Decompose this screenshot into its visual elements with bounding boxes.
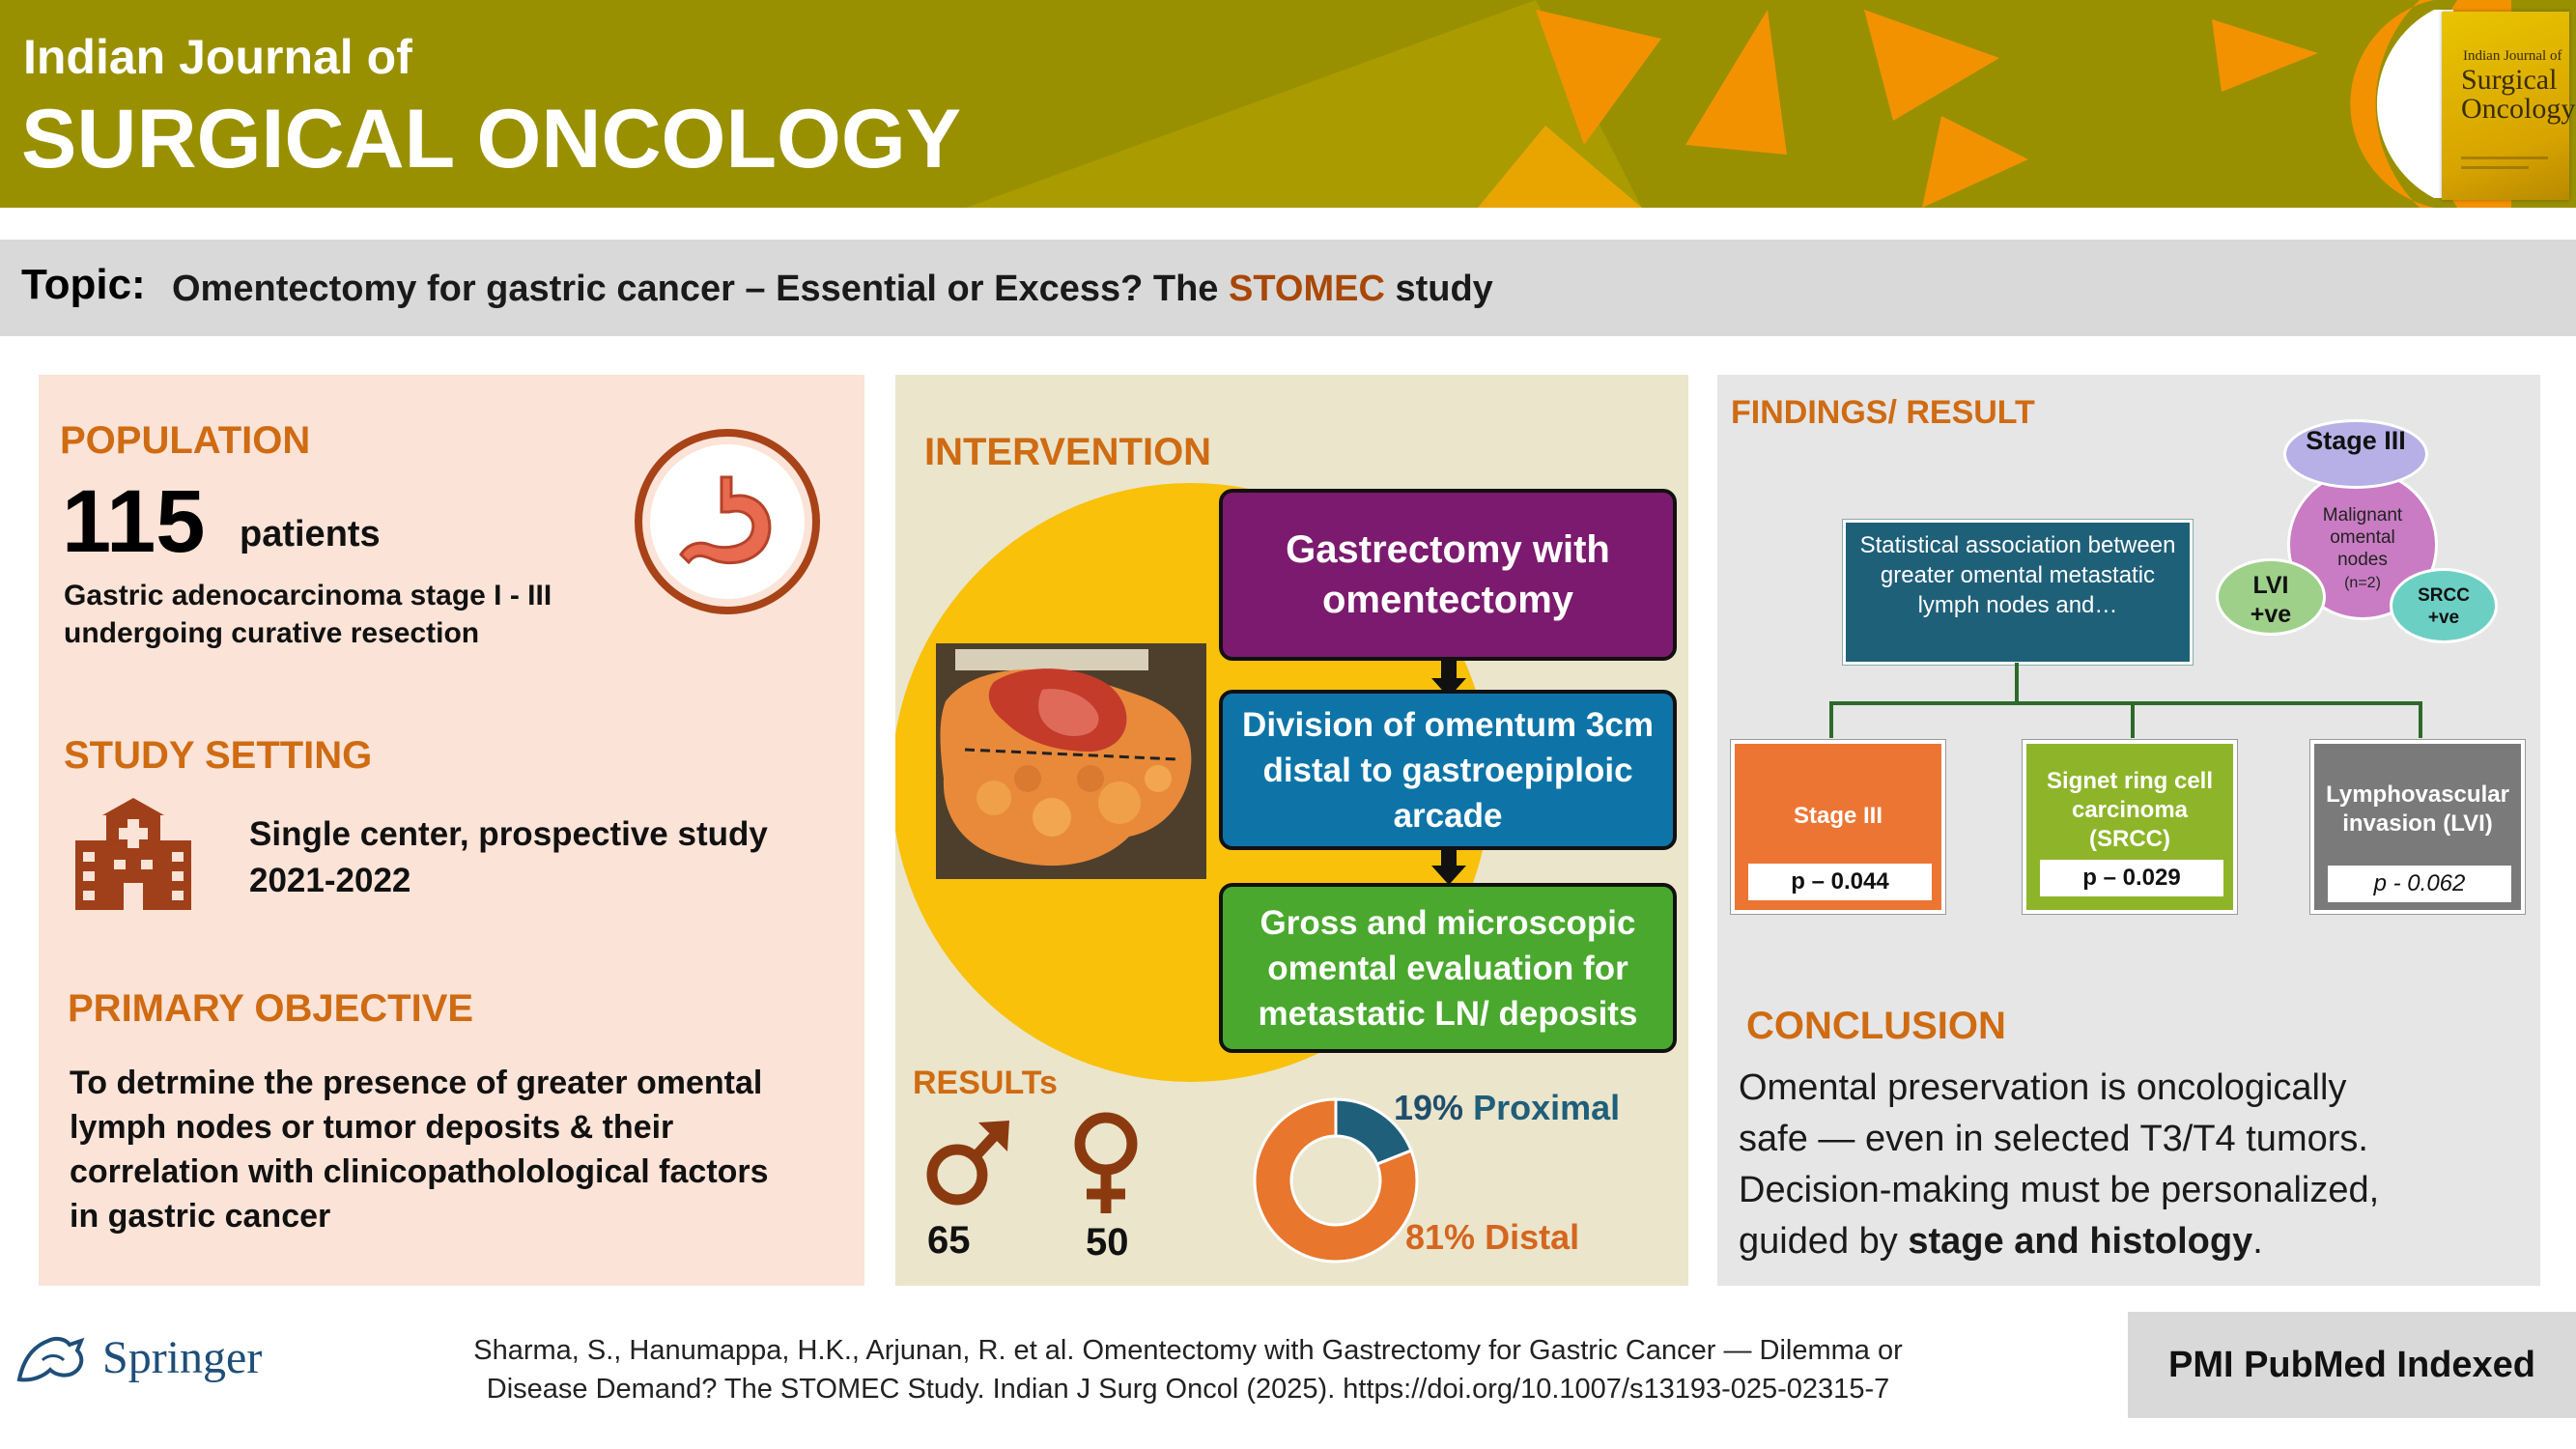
female-count: 50: [1086, 1221, 1129, 1264]
venn-stage-circle: Stage III: [2283, 419, 2428, 489]
patient-unit: patients: [240, 514, 381, 554]
study-name: STOMEC: [1229, 269, 1385, 309]
journal-cover-image: Indian Journal of Surgical Oncology: [2442, 12, 2575, 200]
proximal-percent: 19%: [1394, 1088, 1464, 1127]
arrow-down-icon: [1431, 848, 1466, 885]
result-box-lvi: Lymphovascular invasion (LVI) p - 0.062: [2309, 739, 2526, 915]
result-label: Stage III: [1793, 803, 1883, 829]
population-heading: POPULATION: [60, 419, 311, 462]
objective-heading: PRIMARY OBJECTIVE: [68, 987, 474, 1030]
venn-lvi-circle: LVI +ve: [2216, 558, 2326, 636]
header-decoration: [966, 0, 2511, 208]
journal-subtitle: Indian Journal of: [23, 30, 412, 84]
findings-panel: FINDINGS/ RESULT Statistical association…: [1717, 375, 2540, 1286]
topic-label: Topic:: [21, 261, 146, 308]
venn-srcc-circle: SRCC +ve: [2390, 568, 2498, 643]
intervention-step-3: Gross and microscopic omental evaluation…: [1219, 883, 1677, 1053]
intervention-step-2: Division of omentum 3cm distal to gastro…: [1219, 690, 1677, 850]
intervention-heading: INTERVENTION: [924, 431, 1212, 473]
specimen-photo: [936, 643, 1206, 879]
journal-title: SURGICAL ONCOLOGY: [21, 93, 962, 185]
cover-title: Surgical Oncology: [2461, 64, 2576, 125]
p-value: p - 0.062: [2328, 866, 2511, 902]
objective-text: To detrmine the presence of greater omen…: [70, 1065, 769, 1235]
topic-bar: [0, 240, 2576, 336]
p-value: p – 0.029: [2040, 860, 2223, 896]
donut-slice-distal: [1253, 1097, 1419, 1264]
hospital-icon: [75, 798, 191, 910]
arrow-down-icon: [1431, 661, 1466, 697]
location-donut-chart: [1253, 1097, 1419, 1264]
setting-text: Single center, prospective study 2021-202…: [249, 815, 768, 899]
result-box-srcc: Signet ring cell carcinoma (SRCC) p – 0.…: [2022, 739, 2238, 915]
pubmed-badge: PMI PubMed Indexed: [2128, 1312, 2576, 1418]
intervention-step-1: Gastrectomy with omentectomy: [1219, 489, 1677, 661]
intervention-panel: INTERVENTION Gastrectomy with omentectom…: [895, 375, 1688, 1286]
cover-subtitle: Indian Journal of: [2463, 48, 2562, 64]
tree-connector: [1829, 663, 2422, 738]
population-description: Gastric adenocarcinoma stage I - III unde…: [64, 580, 552, 649]
findings-heading: FINDINGS/ RESULT: [1731, 394, 2035, 431]
stomach-icon: [635, 429, 820, 614]
distal-label: 81% Distal: [1405, 1217, 1580, 1257]
journal-header-banner: Indian Journal of SURGICAL ONCOLOGY Indi…: [0, 0, 2576, 208]
patient-count: 115: [62, 472, 206, 571]
springer-horse-icon: [16, 1336, 85, 1382]
setting-heading: STUDY SETTING: [64, 734, 373, 777]
proximal-label: 19% Proximal: [1394, 1088, 1621, 1127]
conclusion-heading: CONCLUSION: [1746, 1005, 2006, 1047]
result-box-stage: Stage III p – 0.044: [1730, 739, 1946, 915]
topic-text: Omentectomy for gastric cancer – Essenti…: [172, 269, 1493, 309]
association-box: Statistical association between greater …: [1842, 519, 2194, 666]
venn-center-label: Malignant omental nodes (n=2): [2322, 505, 2403, 591]
result-label: Signet ring cell carcinoma (SRCC): [2046, 768, 2214, 852]
conclusion-text: Omental preservation is oncologically saf…: [1739, 1067, 2380, 1262]
results-heading: RESULTs: [913, 1065, 1058, 1101]
p-value: p – 0.044: [1748, 864, 1932, 900]
distal-percent: 81%: [1405, 1217, 1476, 1257]
female-symbol-icon: [1074, 1112, 1138, 1213]
result-label: Lymphovascular invasion (LVI): [2326, 781, 2509, 837]
springer-logo-text: Springer: [102, 1332, 263, 1383]
citation: Sharma, S., Hanumappa, H.K., Arjunan, R.…: [473, 1335, 1903, 1405]
pubmed-badge-text: PMI PubMed Indexed: [2167, 1345, 2536, 1385]
male-symbol-icon: [926, 1121, 1009, 1206]
male-count: 65: [927, 1219, 971, 1262]
